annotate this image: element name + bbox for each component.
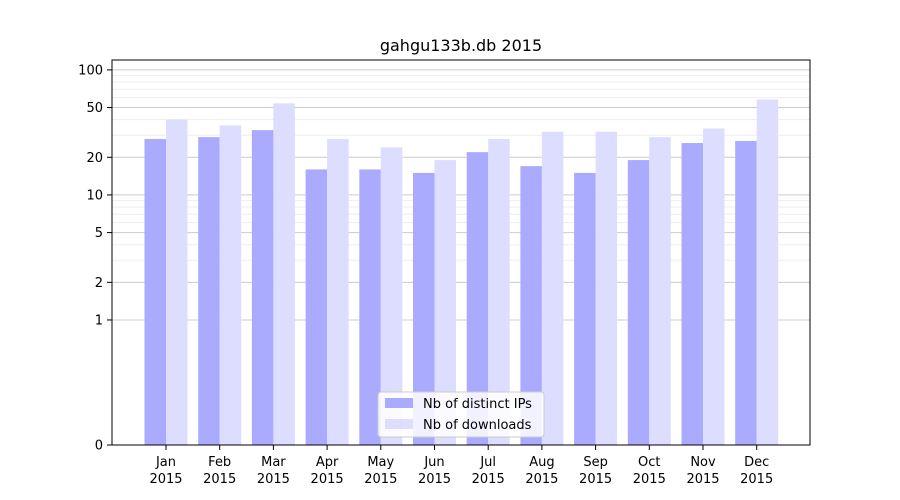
bar [198,137,220,445]
legend: Nb of distinct IPs Nb of downloads [377,391,545,438]
bar [735,140,757,445]
bar [273,103,295,446]
x-axis: Jan 2015 Feb 2015 Mar 2015 Apr 2015 May 2015 Jun 20… [149,445,773,487]
x-tick-label: 2015 [579,472,612,487]
legend-box [377,391,545,438]
x-tick-label: Dec [744,455,769,470]
x-tick-label: 2015 [364,472,397,487]
bar [627,160,650,445]
x-tick-label: 2015 [311,472,344,487]
x-tick-label: Feb [208,455,231,470]
x-tick-label: Oct [638,455,660,470]
y-tick-label: 10 [86,188,103,203]
bar [166,119,188,446]
bar [466,152,489,445]
y-tick-label: 0 [95,439,103,454]
x-tick-label: May [367,455,394,470]
x-tick-label: Sep [583,455,608,470]
x-tick-label: Mar [261,455,286,470]
bar [327,139,349,445]
bar [380,147,403,446]
x-tick-label: 2015 [686,472,719,487]
x-tick-label: Nov [690,455,716,470]
bar [251,130,274,445]
x-tick-label: 2015 [149,472,182,487]
x-tick-label: 2015 [525,472,558,487]
x-tick-label: 2015 [203,472,236,487]
x-tick-label: Jan [155,455,176,470]
y-tick-label: 1 [95,313,103,328]
bar [144,139,166,445]
bar [681,143,703,445]
x-tick-label: Apr [316,455,339,470]
y-axis: 0 1 2 5 10 20 50 100 [78,63,112,454]
legend-swatch [385,419,413,429]
legend-label: Nb of downloads [423,418,532,433]
bar [756,99,779,446]
bar [595,131,618,445]
x-tick-label: 2015 [418,472,451,487]
bars [144,99,779,446]
y-tick-label: 50 [86,101,103,116]
bar [541,131,564,445]
bar [359,169,381,445]
x-tick-label: Jun [423,455,444,470]
y-tick-label: 2 [95,276,103,291]
x-tick-label: 2015 [633,472,666,487]
x-tick-label: Aug [529,455,554,470]
bar [305,169,328,445]
y-tick-label: 100 [78,63,103,78]
bar [434,160,456,445]
x-tick-label: 2015 [740,472,773,487]
plot-frame [111,59,811,446]
bar [488,139,510,445]
chart-title: gahgu133b.db 2015 [380,36,542,55]
bar [219,125,242,445]
y-tick-label: 20 [86,151,103,166]
bar [574,172,596,445]
x-tick-label: 2015 [472,472,505,487]
bar [703,128,725,445]
legend-swatch [385,398,413,408]
x-tick-label: Jul [479,455,496,470]
legend-label: Nb of distinct IPs [423,397,532,412]
y-tick-label: 5 [95,226,103,241]
bar [649,137,671,445]
x-tick-label: 2015 [257,472,290,487]
bar [520,166,542,445]
bar [413,172,435,445]
